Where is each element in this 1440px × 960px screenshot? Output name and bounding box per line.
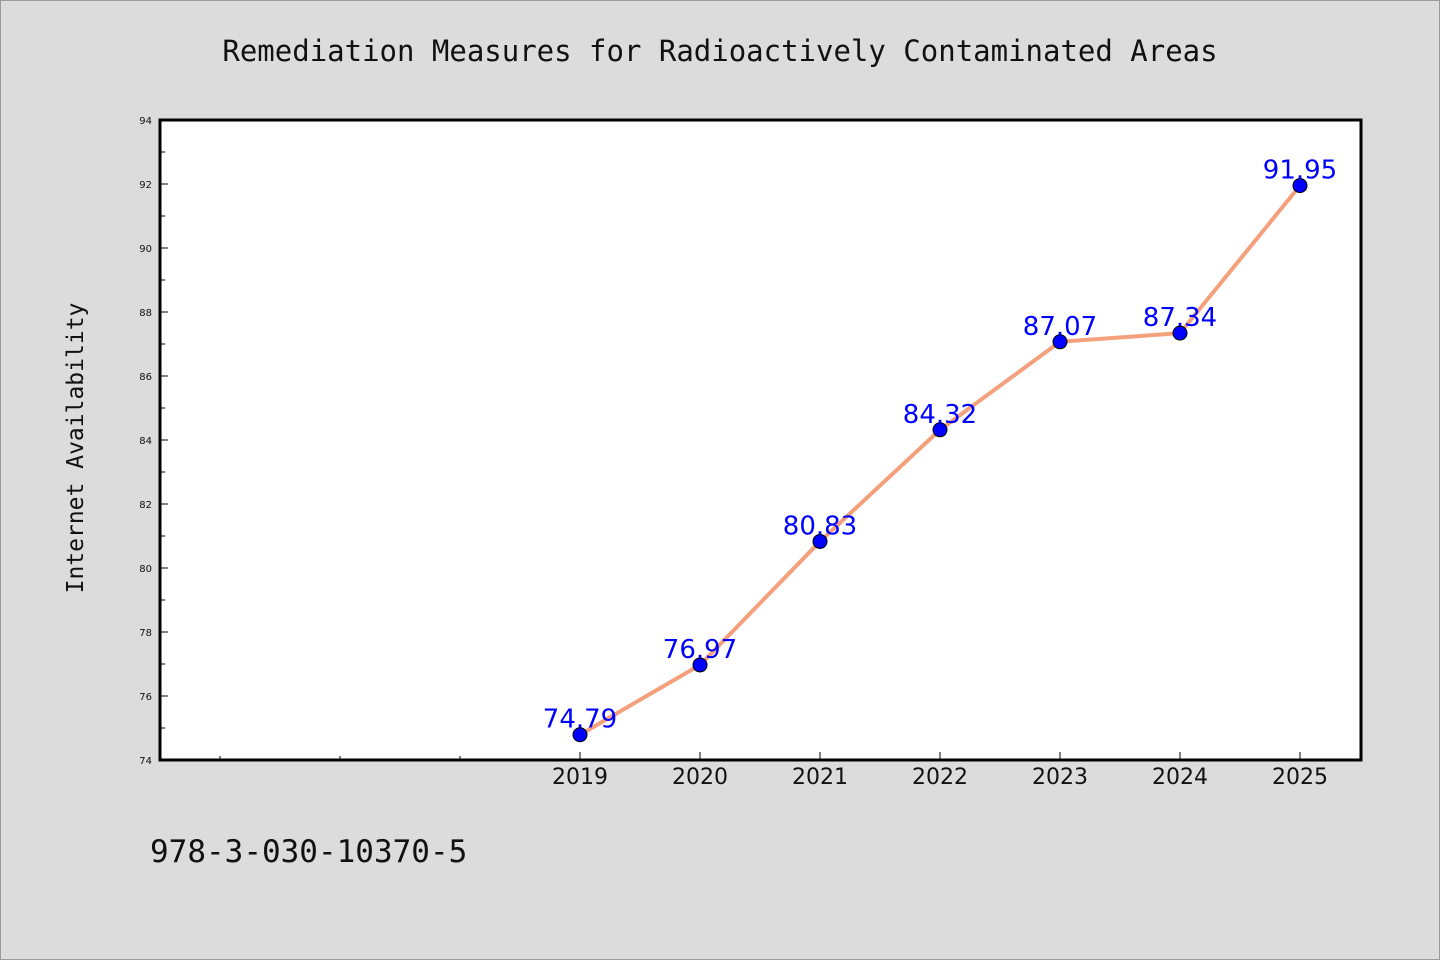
data-point	[1172, 325, 1188, 341]
y-tick-label: 74	[139, 756, 152, 767]
data-point	[932, 422, 948, 438]
y-tick-label: 86	[139, 372, 152, 383]
data-label: 84.32	[903, 400, 977, 430]
x-tick-label: 2021	[792, 765, 848, 790]
data-label: 87.07	[1023, 312, 1097, 342]
data-label: 74.79	[543, 705, 617, 735]
data-point	[692, 657, 708, 673]
x-tick-label: 2022	[912, 765, 968, 790]
x-tick-label: 2024	[1152, 765, 1208, 790]
data-point	[1292, 178, 1308, 194]
data-label: 76.97	[663, 635, 737, 665]
data-point	[572, 727, 588, 743]
x-tick-label: 2023	[1032, 765, 1088, 790]
data-point	[812, 533, 828, 549]
plot-area	[160, 120, 1361, 760]
x-tick-label: 2020	[672, 765, 728, 790]
y-tick-label: 90	[139, 244, 152, 255]
y-tick-label: 80	[139, 564, 152, 575]
x-tick-label: 2019	[552, 765, 608, 790]
x-tick-label: 2025	[1272, 765, 1328, 790]
chart-title: Remediation Measures for Radioactively C…	[222, 34, 1218, 68]
footnote-isbn: 978-3-030-10370-5	[150, 834, 468, 870]
y-tick-label: 78	[139, 628, 152, 639]
plot-frame	[158, 118, 1363, 762]
data-label: 87.34	[1143, 303, 1217, 333]
data-point	[1052, 334, 1068, 350]
y-tick-label: 84	[139, 436, 152, 447]
y-tick-label: 94	[139, 116, 152, 127]
data-label: 80.83	[783, 511, 857, 541]
y-tick-label: 88	[139, 308, 152, 319]
y-tick-label: 76	[139, 692, 152, 703]
y-tick-label: 92	[139, 180, 152, 191]
data-label: 91.95	[1263, 156, 1337, 186]
y-tick-label: 82	[139, 500, 152, 511]
